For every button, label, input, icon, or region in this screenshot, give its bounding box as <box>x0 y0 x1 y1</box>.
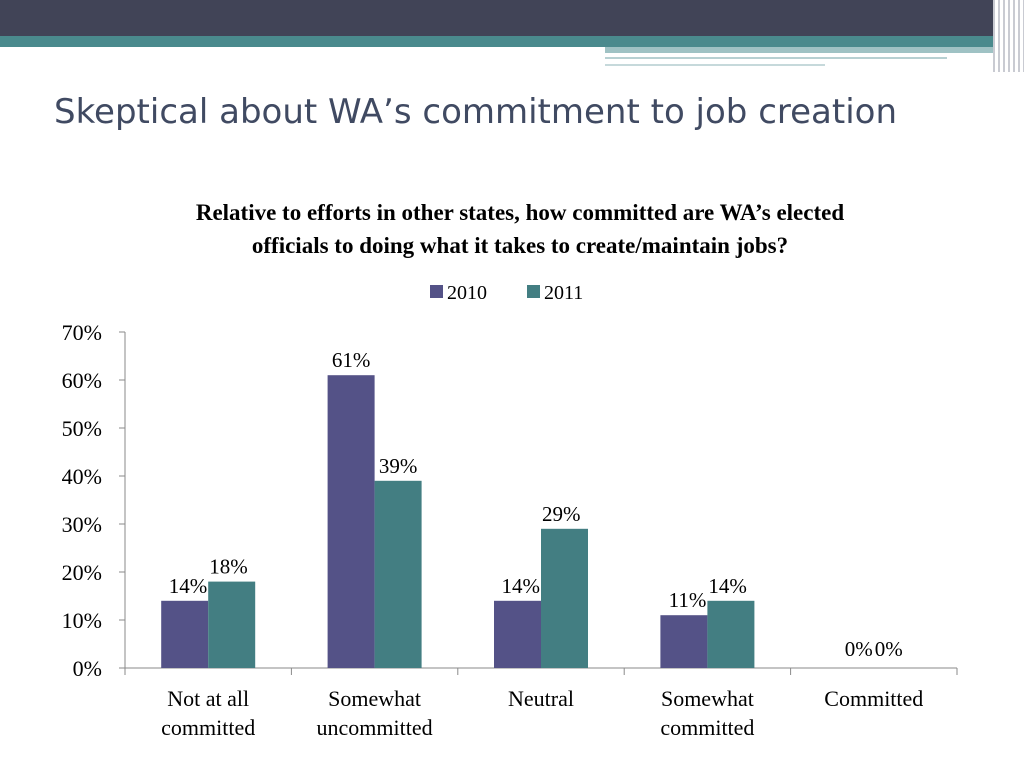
header-line-light <box>605 57 947 59</box>
header-bar-teal <box>0 36 1005 47</box>
x-category-label: Committed <box>824 686 923 711</box>
data-label: 14% <box>169 574 208 598</box>
x-category-label: committed <box>161 715 255 740</box>
bar-2011-0 <box>208 581 256 668</box>
data-label: 18% <box>209 555 248 579</box>
data-label: 11% <box>669 588 707 612</box>
x-category-label: Somewhat <box>661 686 754 711</box>
legend-swatch-2011 <box>527 285 540 298</box>
bar-2010-2 <box>494 600 541 668</box>
legend-label-2010: 2010 <box>447 282 487 304</box>
x-category-label: uncommitted <box>317 715 433 740</box>
data-label: 39% <box>379 454 418 478</box>
bar-2011-1 <box>374 480 422 668</box>
header-stripes <box>993 0 1024 72</box>
slide-title: Skeptical about WA’s commitment to job c… <box>54 92 897 132</box>
bar-2010-0 <box>161 600 209 668</box>
bar-2011-3 <box>707 600 755 668</box>
bar-2010-3 <box>660 615 708 668</box>
bar-2010-1 <box>327 375 375 668</box>
data-label: 0% <box>875 637 903 661</box>
y-tick-label: 0% <box>73 656 102 681</box>
chart-title-line-2: officials to doing what it takes to crea… <box>251 233 789 258</box>
x-category-label: Somewhat <box>328 686 421 711</box>
legend-swatch-2010 <box>430 285 443 298</box>
legend-label-2011: 2011 <box>544 282 583 304</box>
y-tick-label: 40% <box>62 464 102 489</box>
data-label: 14% <box>502 574 541 598</box>
y-tick-label: 50% <box>62 416 102 441</box>
data-label: 14% <box>708 574 747 598</box>
header-bar-light <box>605 47 1005 53</box>
data-label: 61% <box>332 348 371 372</box>
data-label: 0% <box>845 637 873 661</box>
y-tick-label: 10% <box>62 608 102 633</box>
y-tick-label: 20% <box>62 560 102 585</box>
header-line-light-2 <box>605 64 825 66</box>
y-tick-label: 70% <box>62 320 102 345</box>
header-bar-dark <box>0 0 1024 36</box>
x-category-label: committed <box>660 715 754 740</box>
y-tick-label: 60% <box>62 368 102 393</box>
y-tick-label: 30% <box>62 512 102 537</box>
x-category-label: Neutral <box>508 686 574 711</box>
chart-title: Relative to efforts in other states, how… <box>80 196 960 262</box>
chart-title-line-1: Relative to efforts in other states, how… <box>195 200 845 225</box>
bar-2011-2 <box>541 528 588 668</box>
x-category-label: Not at all <box>167 686 249 711</box>
data-label: 29% <box>542 502 581 526</box>
